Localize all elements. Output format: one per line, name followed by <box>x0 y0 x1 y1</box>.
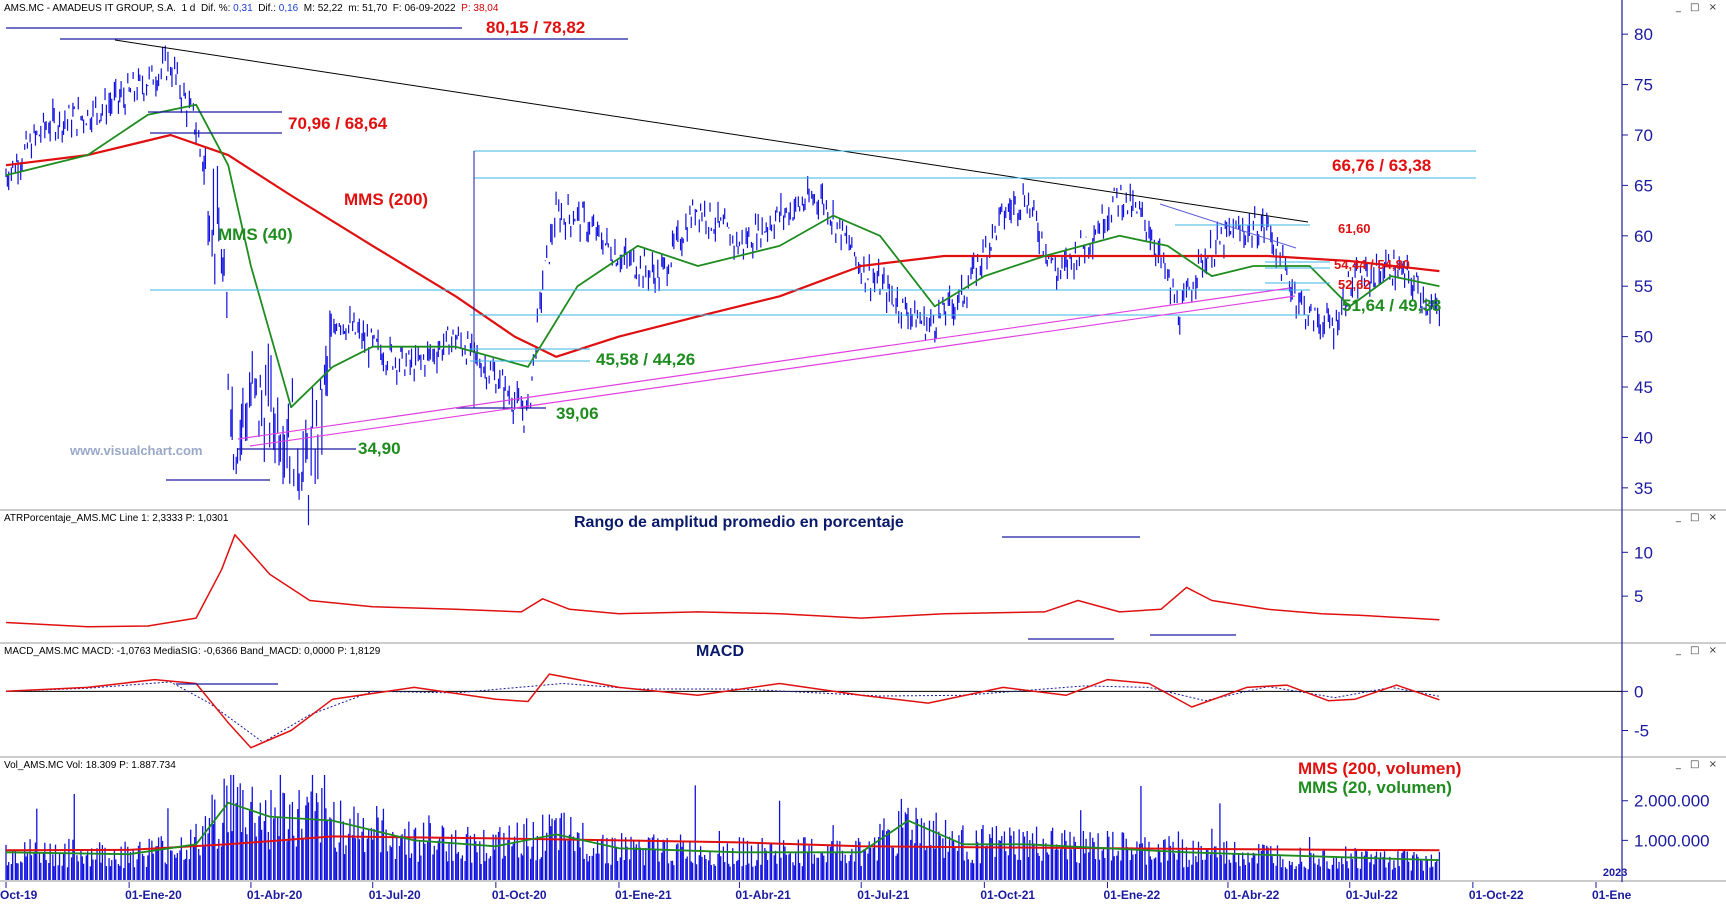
price-panel-window-buttons[interactable]: _ □ × <box>1675 2 1720 13</box>
atr-ytick-label: 5 <box>1634 587 1643 606</box>
atr-line <box>5 534 1440 628</box>
volume-bars <box>5 774 1441 880</box>
price-ytick-label: 75 <box>1634 76 1653 95</box>
uptrend-line-1 <box>237 287 1291 440</box>
price-ytick-label: 45 <box>1634 378 1653 397</box>
price-ytick-label: 50 <box>1634 328 1653 347</box>
x-tick-label: 01-Jul-22 <box>1346 888 1398 902</box>
x-tick-label: 01-Oct-21 <box>980 888 1035 902</box>
macd-ytick-label: -5 <box>1634 722 1649 741</box>
x-tick-label: Oct-19 <box>0 888 38 902</box>
atr-panel-window-buttons[interactable]: _ □ × <box>1675 512 1720 523</box>
short-downtrend-line <box>1159 203 1297 249</box>
uptrend-line-2 <box>249 295 1296 447</box>
x-tick-label: 01-Jul-20 <box>369 888 421 902</box>
price-ytick-label: 35 <box>1634 479 1653 498</box>
price-ytick-label: 80 <box>1634 25 1653 44</box>
price-bars <box>5 45 1441 526</box>
x-tick-label: 01-Ene <box>1592 888 1632 902</box>
mms40-label: MMS (40) <box>218 225 293 244</box>
x-tick-label: 01-Abr-20 <box>247 888 303 902</box>
price-ytick-label: 40 <box>1634 428 1653 447</box>
macd-line <box>5 673 1440 749</box>
x-tick-label: 01-Abr-22 <box>1224 888 1280 902</box>
support-label-34: 34,90 <box>358 439 401 458</box>
resistance-label-80: 80,15 / 78,82 <box>486 18 585 37</box>
mms200-line <box>5 133 1440 358</box>
support-label-51: 51,64 / 49,38 <box>1342 296 1441 315</box>
volume-panel-window-buttons[interactable]: _ □ × <box>1675 759 1720 770</box>
x-tick-label: 01-Ene-20 <box>125 888 182 902</box>
x-tick-label: 01-Jul-21 <box>857 888 909 902</box>
resistance-label-66: 66,76 / 63,38 <box>1332 156 1431 175</box>
support-label-45: 45,58 / 44,26 <box>596 350 695 369</box>
downtrend-line <box>114 39 1309 223</box>
atr-panel-title: ATRPorcentaje_AMS.MC Line 1: 2,3333 P: 1… <box>4 513 229 524</box>
volume-mms20-line <box>5 801 1440 862</box>
resistance-label-61: 61,60 <box>1338 221 1371 236</box>
macd-label: MACD <box>696 643 744 660</box>
x-tick-label: 01-Ene-22 <box>1103 888 1160 902</box>
price-ytick-label: 60 <box>1634 227 1653 246</box>
x-year-label: 2023 <box>1603 867 1627 879</box>
resistance-label-54: 54,44 / 54,80 <box>1334 257 1410 272</box>
watermark: www.visualchart.com <box>69 443 202 458</box>
mms40-line <box>5 103 1440 409</box>
volume-mms20-label: MMS (20, volumen) <box>1298 778 1452 797</box>
x-tick-label: 01-Ene-21 <box>615 888 672 902</box>
volume-panel-title: Vol_AMS.MC Vol: 18.309 P: 1.887.734 <box>4 760 176 771</box>
atr-label: Rango de amplitud promedio en porcentaje <box>574 514 904 531</box>
volume-ytick-label: 2.000.000 <box>1634 792 1710 811</box>
volume-mms200-line <box>5 835 1440 852</box>
price-ytick-label: 65 <box>1634 176 1653 195</box>
volume-ytick-label: 1.000.000 <box>1634 831 1710 850</box>
price-ytick-label: 55 <box>1634 277 1653 296</box>
atr-ytick-label: 10 <box>1634 543 1653 562</box>
support-label-39: 39,06 <box>556 404 599 423</box>
macd-ytick-label: 0 <box>1634 682 1643 701</box>
resistance-label-70: 70,96 / 68,64 <box>288 114 388 133</box>
macd-panel-window-buttons[interactable]: _ □ × <box>1675 645 1720 656</box>
macd-panel-title: MACD_AMS.MC MACD: -1,0763 MediaSIG: -0,6… <box>4 646 381 657</box>
volume-mms200-label: MMS (200, volumen) <box>1298 759 1461 778</box>
mms200-label: MMS (200) <box>344 190 428 209</box>
resistance-label-52: 52,62 <box>1338 277 1371 292</box>
price-ytick-label: 70 <box>1634 126 1653 145</box>
x-tick-label: 01-Oct-22 <box>1469 888 1524 902</box>
x-tick-label: 01-Abr-21 <box>735 888 791 902</box>
x-tick-label: 01-Oct-20 <box>492 888 547 902</box>
price-panel-title: AMS.MC - AMADEUS IT GROUP, S.A. 1 d Dif.… <box>4 3 499 14</box>
